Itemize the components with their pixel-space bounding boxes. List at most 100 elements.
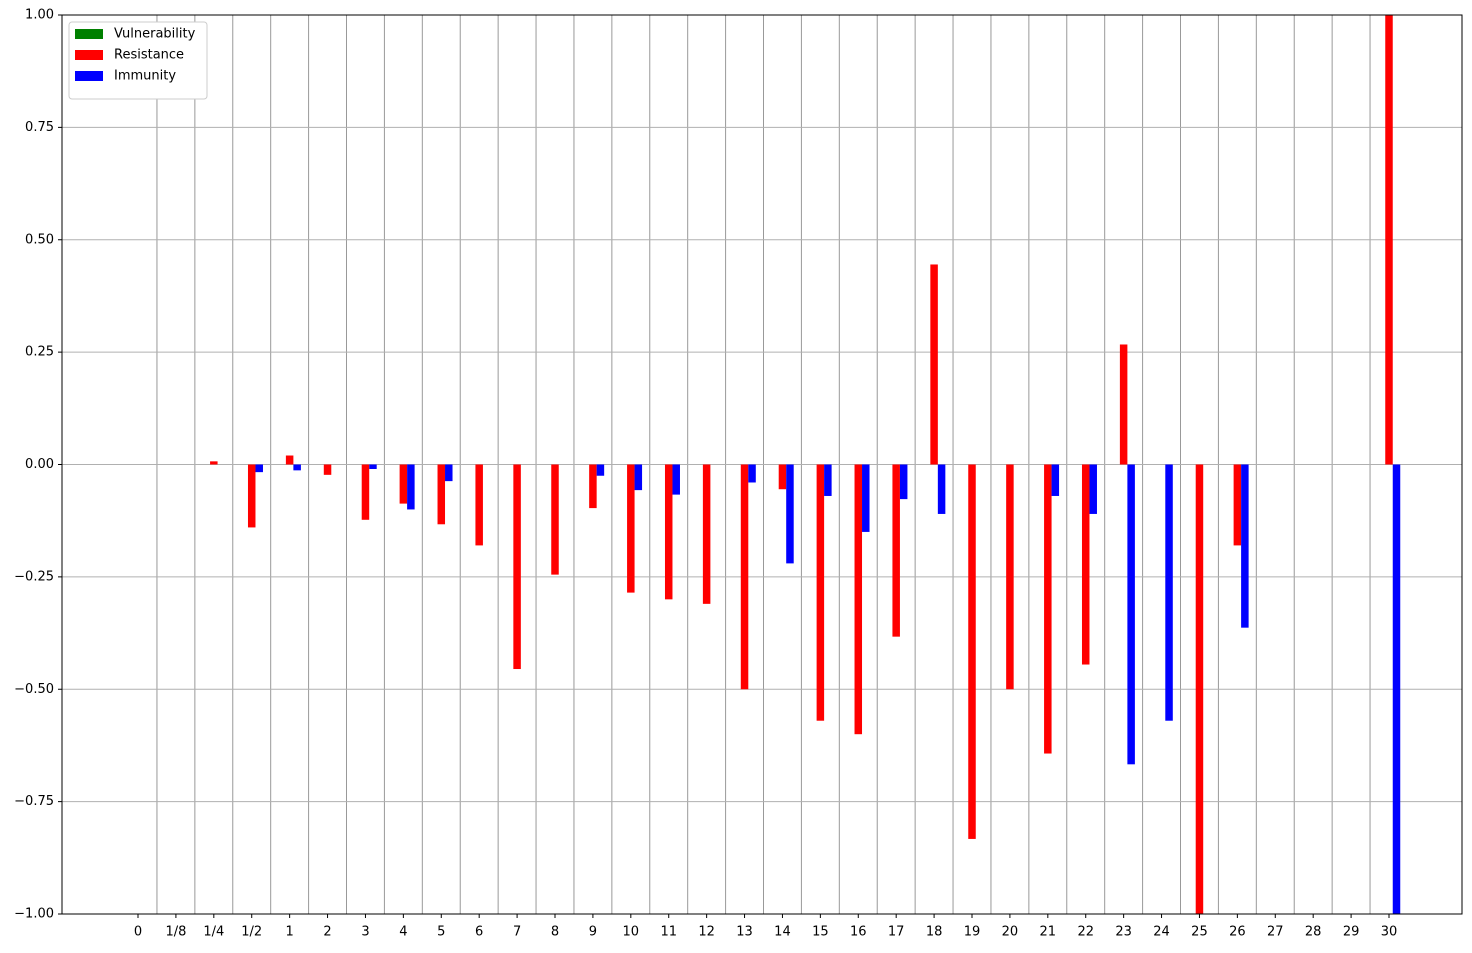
legend-box — [68, 21, 208, 100]
x-tick-label: 6 — [475, 925, 483, 940]
bar — [1233, 464, 1242, 546]
x-tick-label: 20 — [1002, 925, 1019, 940]
x-tick-label: 15 — [812, 925, 829, 940]
x-tick-label: 30 — [1381, 925, 1398, 940]
y-tick-label: 0.00 — [25, 457, 54, 472]
bar — [778, 464, 787, 490]
y-tick-label: −0.25 — [14, 569, 54, 584]
bar — [361, 464, 370, 520]
bar — [596, 464, 605, 476]
bar — [1081, 464, 1090, 665]
bar — [627, 464, 635, 593]
x-tick-label: 18 — [926, 925, 943, 940]
bar — [824, 464, 832, 496]
x-tick-label: 21 — [1040, 925, 1057, 940]
bar — [399, 464, 408, 504]
bar — [634, 464, 643, 491]
bar — [937, 464, 946, 514]
bar — [475, 464, 483, 546]
x-tick-label: 16 — [850, 925, 867, 940]
y-tick-label: 0.75 — [25, 120, 54, 135]
x-tick-label: 23 — [1115, 925, 1132, 940]
bar — [1119, 344, 1128, 465]
y-tick-label: 0.25 — [25, 345, 54, 360]
bar — [899, 464, 908, 500]
x-tick-label: 2 — [323, 925, 331, 940]
bar — [702, 464, 711, 604]
bar — [1392, 464, 1401, 914]
bar — [551, 464, 559, 575]
bar — [664, 464, 673, 600]
bar — [1165, 464, 1173, 721]
y-tick-label: 1.00 — [25, 8, 54, 23]
x-tick-label: 10 — [623, 925, 640, 940]
x-tick-label: 24 — [1153, 925, 1170, 940]
y-tick-label: 0.50 — [25, 232, 54, 247]
y-tick-label: −0.50 — [14, 682, 54, 697]
bar — [437, 464, 446, 525]
bar — [672, 464, 680, 495]
bar — [589, 464, 597, 509]
legend-label: Resistance — [114, 48, 184, 63]
legend-swatch — [75, 29, 103, 39]
bar — [968, 464, 976, 839]
bar — [285, 455, 294, 465]
bar — [1089, 464, 1097, 514]
x-tick-label: 5 — [437, 925, 445, 940]
legend-label: Vulnerability — [114, 27, 196, 42]
x-tick-label: 12 — [698, 925, 715, 940]
legend: Vulnerability Resistance Immunity — [68, 21, 208, 100]
x-tick-label: 14 — [774, 925, 791, 940]
x-tick-label: 19 — [964, 925, 981, 940]
y-tick-label: −0.75 — [14, 794, 54, 809]
bar — [407, 464, 415, 510]
bar — [816, 464, 825, 721]
bar — [930, 264, 938, 465]
bar — [862, 464, 870, 532]
bar — [323, 464, 332, 475]
bar — [740, 464, 749, 690]
bar — [255, 464, 263, 473]
x-tick-label: 7 — [513, 925, 521, 940]
x-tick-label: 4 — [399, 925, 407, 940]
bar — [210, 461, 218, 465]
x-tick-label: 0 — [134, 925, 142, 940]
bar — [1195, 464, 1204, 914]
bar — [1051, 464, 1060, 496]
x-tick-label: 1/4 — [203, 925, 224, 940]
bar — [1044, 464, 1052, 754]
x-tick-label: 25 — [1191, 925, 1208, 940]
y-tick-label: −1.00 — [14, 907, 54, 922]
x-tick-label: 17 — [888, 925, 905, 940]
bar — [369, 464, 377, 469]
x-tick-label: 22 — [1077, 925, 1094, 940]
bar — [247, 464, 256, 528]
bar — [1385, 15, 1393, 465]
bar — [513, 464, 521, 670]
x-tick-label: 1/8 — [165, 925, 186, 940]
x-tick-label: 11 — [660, 925, 677, 940]
plot-frame — [61, 14, 1463, 915]
legend-swatch — [75, 71, 103, 81]
x-tick-label: 3 — [361, 925, 369, 940]
bar — [1127, 464, 1135, 765]
x-tick-label: 28 — [1305, 925, 1322, 940]
legend-swatch — [75, 50, 103, 60]
x-tick-label: 1 — [285, 925, 293, 940]
bar — [293, 464, 301, 471]
bar — [1006, 464, 1014, 690]
bar — [892, 464, 900, 637]
bar — [748, 464, 756, 483]
bar — [445, 464, 453, 482]
x-tick-label: 13 — [736, 925, 753, 940]
x-tick-label: 9 — [589, 925, 597, 940]
x-tick-label: 8 — [551, 925, 559, 940]
x-tick-label: 1/2 — [241, 925, 262, 940]
bar — [786, 464, 794, 564]
x-tick-label: 27 — [1267, 925, 1284, 940]
x-tick-label: 26 — [1229, 925, 1246, 940]
legend-label: Immunity — [114, 69, 176, 84]
bar — [1241, 464, 1249, 628]
x-tick-label: 29 — [1343, 925, 1360, 940]
